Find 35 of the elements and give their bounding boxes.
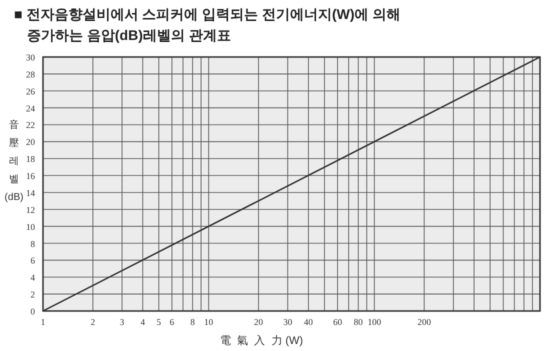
x-tick-label: 200 <box>417 317 432 327</box>
y-tick-label: 8 <box>30 238 36 249</box>
line-series <box>42 56 541 312</box>
x-tick-label: 8 <box>190 317 196 327</box>
y-tick-label: 24 <box>26 103 36 114</box>
y-tick-label: 22 <box>26 120 35 130</box>
x-tick-label: 3 <box>120 317 125 327</box>
y-axis-title: 音壓레벨(dB) <box>4 119 24 203</box>
x-tick-label: 80 <box>354 317 364 327</box>
y-tick-label: 30 <box>26 52 36 62</box>
x-tick-label: 40 <box>304 317 314 327</box>
y-tick-label: 10 <box>26 222 36 232</box>
y-tick-label: 0 <box>30 306 36 316</box>
y-tick-label: 18 <box>26 154 36 164</box>
y-tick-label: 16 <box>26 171 36 182</box>
x-tick-label: 20 <box>254 317 264 327</box>
x-tick-label: 5 <box>156 317 162 327</box>
x-tick-label: 10 <box>204 317 214 327</box>
y-tick-label: 28 <box>26 69 36 80</box>
x-axis-title: 電 氣 入 力 (W) <box>220 334 304 347</box>
x-tick-label: 30 <box>283 317 293 327</box>
y-tick-label: 2 <box>30 290 35 300</box>
x-tick-label: 4 <box>140 317 146 327</box>
x-tick-label: 6 <box>170 317 175 327</box>
y-tick-label: 14 <box>26 188 36 198</box>
y-tick-label: 26 <box>26 86 36 96</box>
x-tick-label: 60 <box>333 317 343 327</box>
chart-title: ■ 전자음향설비에서 스피커에 입력되는 전기에너지(W)에 의해 증가하는 음압(dB)레벨의 관계표 <box>14 6 400 43</box>
y-tick-label: 12 <box>26 204 35 215</box>
x-tick-label: 100 <box>368 317 382 327</box>
y-tick-label: 20 <box>26 137 36 148</box>
x-tick-label: 2 <box>90 317 96 327</box>
y-tick-label: 4 <box>30 272 36 283</box>
y-tick-label: 6 <box>30 256 36 266</box>
x-tick-label: 1 <box>40 317 46 327</box>
